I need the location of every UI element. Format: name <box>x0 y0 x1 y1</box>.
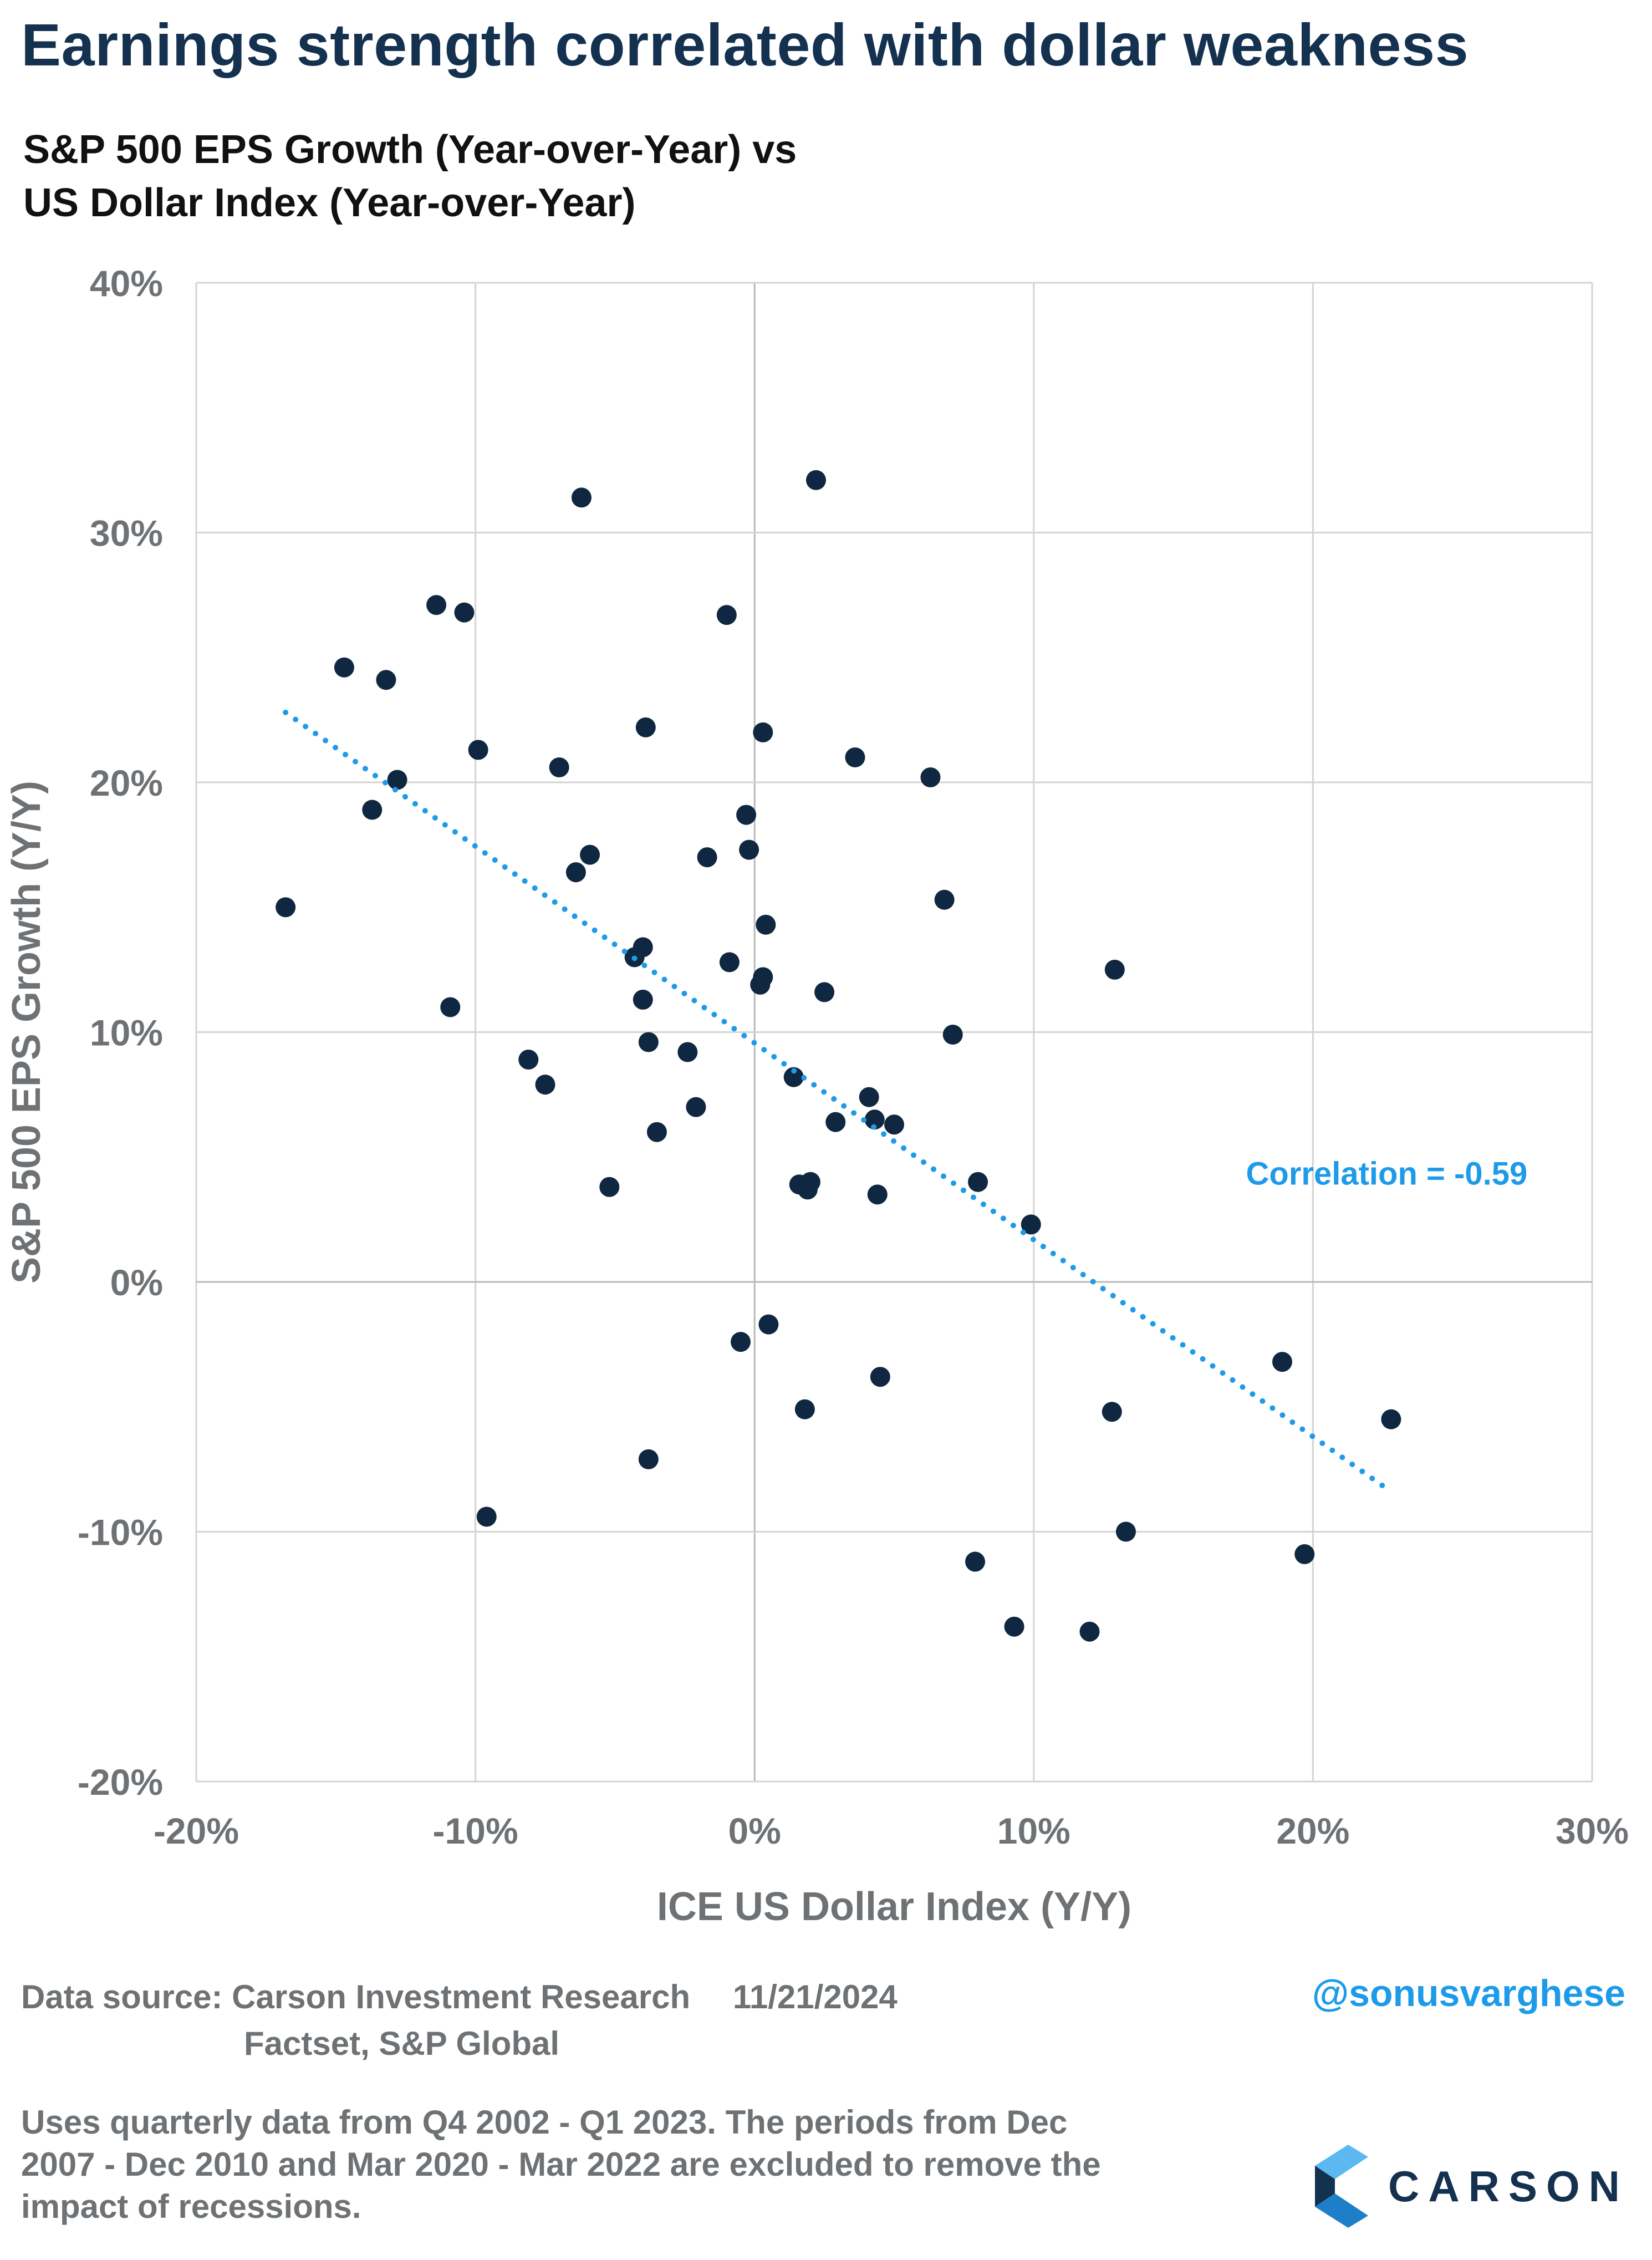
data-point <box>440 997 461 1017</box>
data-point <box>884 1114 904 1135</box>
carson-logo: CARSON <box>1315 2145 1629 2228</box>
data-source: Data source: Carson Investment Research … <box>21 1974 898 2067</box>
y-tick-label: 30% <box>90 513 163 554</box>
data-point <box>1294 1544 1315 1565</box>
data-point <box>753 967 773 988</box>
data-point <box>454 602 475 623</box>
source-primary: Carson Investment Research <box>232 1978 691 2015</box>
y-tick-label: 20% <box>90 762 163 803</box>
data-point <box>864 1109 885 1130</box>
data-point <box>794 1399 815 1419</box>
scatter-chart: -20% -10% 0% 10% 20% 30% -20% -10% 0% 10% 20% 30% 40… <box>4 263 1629 1929</box>
methodology-note: Uses quarterly data from Q4 2002 - Q1 20… <box>21 2104 1101 2225</box>
author-handle[interactable]: @sonusvarghese <box>1312 1972 1625 2014</box>
data-point <box>965 1551 986 1572</box>
data-point <box>1272 1352 1293 1372</box>
x-tick-label: 30% <box>1556 1810 1629 1851</box>
data-point <box>1004 1616 1024 1637</box>
data-point <box>800 1172 820 1192</box>
y-axis-title: S&P 500 EPS Growth (Y/Y) <box>4 781 49 1284</box>
data-point <box>1021 1214 1041 1235</box>
data-point <box>719 952 740 973</box>
data-point <box>476 1506 497 1527</box>
x-tick-label: 20% <box>1276 1810 1349 1851</box>
x-tick-label: -10% <box>433 1810 518 1851</box>
subtitle-line-1: S&P 500 EPS Growth (Year-over-Year) vs <box>23 128 797 172</box>
data-point <box>633 989 653 1010</box>
data-point <box>276 897 296 918</box>
x-axis-title: ICE US Dollar Index (Y/Y) <box>657 1885 1131 1929</box>
x-tick-label: 10% <box>997 1810 1070 1851</box>
carson-logo-mark-icon <box>1315 2145 1368 2228</box>
data-point <box>1104 959 1125 980</box>
y-tick-label: -20% <box>78 1762 163 1803</box>
data-point <box>387 770 407 790</box>
y-tick-label: 10% <box>90 1012 163 1053</box>
data-point <box>1102 1402 1122 1422</box>
y-tick-label: 0% <box>110 1262 163 1303</box>
data-point <box>825 1112 846 1132</box>
data-point <box>565 862 586 883</box>
data-point <box>920 767 941 787</box>
data-point <box>1381 1409 1401 1429</box>
data-point <box>334 657 354 678</box>
data-point <box>677 1042 698 1062</box>
data-point <box>638 1032 659 1052</box>
x-tick-label: 0% <box>728 1810 781 1851</box>
data-point <box>753 722 773 742</box>
data-point <box>697 847 717 868</box>
source-label: Data source: <box>21 1978 223 2015</box>
data-point <box>731 1332 751 1352</box>
data-point <box>571 487 592 508</box>
data-point <box>468 740 488 760</box>
y-tick-label: 40% <box>90 263 163 304</box>
data-point <box>739 839 759 860</box>
data-point <box>758 1314 779 1335</box>
x-tick-label: -20% <box>154 1810 239 1851</box>
y-tick-label: -10% <box>78 1512 163 1553</box>
data-point <box>1115 1521 1136 1542</box>
data-point <box>968 1172 988 1192</box>
data-point <box>845 747 865 767</box>
data-point <box>518 1050 539 1070</box>
chart-subtitle: S&P 500 EPS Growth (Year-over-Year) vs U… <box>23 123 797 230</box>
data-point <box>633 937 653 958</box>
data-point <box>535 1075 555 1095</box>
data-point <box>934 889 955 910</box>
carson-logo-text: CARSON <box>1388 2161 1629 2211</box>
data-point <box>549 757 569 777</box>
data-point <box>870 1367 890 1387</box>
data-point <box>805 470 826 490</box>
data-point <box>362 800 383 820</box>
data-point <box>599 1177 620 1197</box>
data-point <box>638 1449 659 1469</box>
data-point <box>1079 1621 1100 1642</box>
data-point <box>942 1025 963 1045</box>
source-secondary: Factset, S&P Global <box>244 2025 560 2062</box>
data-point <box>783 1067 804 1087</box>
data-point <box>580 844 600 865</box>
chart-title: Earnings strength correlated with dollar… <box>21 11 1469 78</box>
data-point <box>859 1087 879 1107</box>
source-date: 11/21/2024 <box>732 1978 898 2015</box>
data-point <box>635 717 656 737</box>
trendline <box>283 709 1394 1495</box>
correlation-annotation: Correlation = -0.59 <box>1246 1156 1528 1192</box>
data-point <box>867 1184 888 1205</box>
data-point <box>426 595 447 615</box>
data-point <box>814 982 835 1002</box>
data-point <box>646 1122 667 1142</box>
subtitle-line-2: US Dollar Index (Year-over-Year) <box>23 181 636 225</box>
data-point <box>756 914 776 935</box>
data-point <box>716 605 737 625</box>
data-point <box>736 805 757 825</box>
data-point <box>376 670 396 690</box>
data-point <box>686 1097 706 1117</box>
